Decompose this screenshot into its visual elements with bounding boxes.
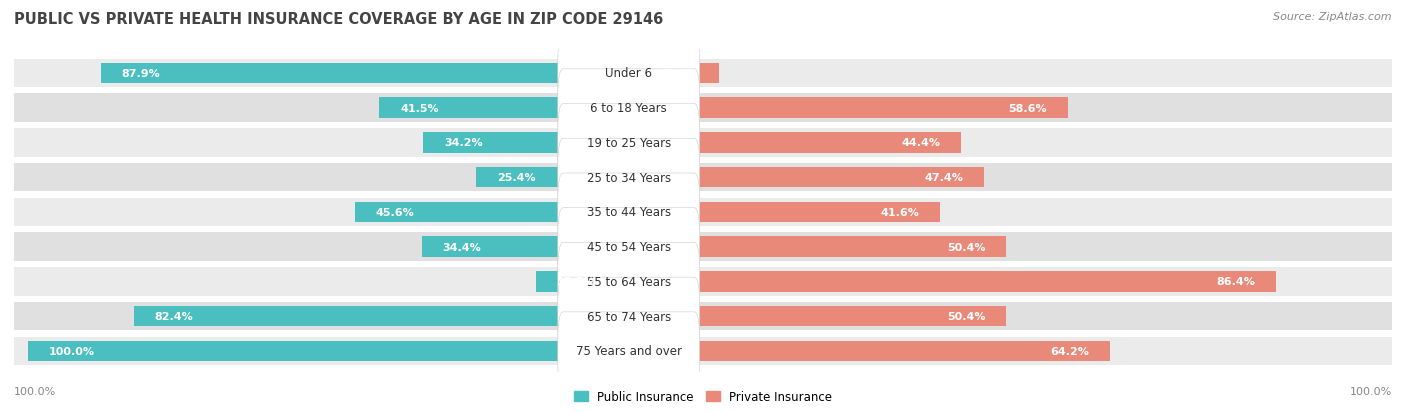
FancyBboxPatch shape	[558, 243, 700, 320]
FancyBboxPatch shape	[628, 168, 984, 188]
FancyBboxPatch shape	[477, 168, 628, 188]
FancyBboxPatch shape	[101, 64, 628, 84]
Text: 12.1%: 12.1%	[661, 69, 699, 79]
Text: 41.6%: 41.6%	[882, 207, 920, 217]
Text: 50.4%: 50.4%	[948, 242, 986, 252]
FancyBboxPatch shape	[354, 202, 628, 223]
FancyBboxPatch shape	[558, 104, 700, 182]
FancyBboxPatch shape	[628, 341, 1109, 361]
Text: 34.2%: 34.2%	[444, 138, 482, 148]
Legend: Public Insurance, Private Insurance: Public Insurance, Private Insurance	[569, 385, 837, 408]
FancyBboxPatch shape	[558, 35, 700, 113]
FancyBboxPatch shape	[628, 271, 1277, 292]
FancyBboxPatch shape	[536, 271, 628, 292]
FancyBboxPatch shape	[558, 173, 700, 251]
FancyBboxPatch shape	[558, 278, 700, 355]
FancyBboxPatch shape	[14, 94, 1392, 123]
Text: Source: ZipAtlas.com: Source: ZipAtlas.com	[1274, 12, 1392, 22]
FancyBboxPatch shape	[14, 164, 1392, 192]
FancyBboxPatch shape	[14, 59, 1392, 88]
Text: 75 Years and over: 75 Years and over	[575, 344, 682, 357]
Text: 58.6%: 58.6%	[1008, 104, 1047, 114]
FancyBboxPatch shape	[628, 202, 941, 223]
FancyBboxPatch shape	[423, 133, 628, 153]
FancyBboxPatch shape	[558, 70, 700, 147]
FancyBboxPatch shape	[14, 337, 1392, 365]
FancyBboxPatch shape	[14, 233, 1392, 261]
Text: 25 to 34 Years: 25 to 34 Years	[586, 171, 671, 184]
FancyBboxPatch shape	[628, 64, 720, 84]
FancyBboxPatch shape	[14, 198, 1392, 227]
FancyBboxPatch shape	[28, 341, 628, 361]
FancyBboxPatch shape	[14, 129, 1392, 157]
Text: Under 6: Under 6	[605, 67, 652, 80]
Text: 82.4%: 82.4%	[155, 311, 193, 321]
FancyBboxPatch shape	[558, 312, 700, 390]
FancyBboxPatch shape	[134, 306, 628, 327]
Text: 65 to 74 Years: 65 to 74 Years	[586, 310, 671, 323]
Text: 19 to 25 Years: 19 to 25 Years	[586, 137, 671, 150]
Text: 87.9%: 87.9%	[121, 69, 160, 79]
Text: 100.0%: 100.0%	[1350, 387, 1392, 396]
Text: 50.4%: 50.4%	[948, 311, 986, 321]
Text: 45.6%: 45.6%	[375, 207, 415, 217]
Text: 86.4%: 86.4%	[1216, 277, 1256, 287]
Text: 64.2%: 64.2%	[1050, 346, 1090, 356]
Text: 55 to 64 Years: 55 to 64 Years	[586, 275, 671, 288]
Text: 41.5%: 41.5%	[401, 104, 439, 114]
Text: 34.4%: 34.4%	[443, 242, 481, 252]
FancyBboxPatch shape	[422, 237, 628, 257]
FancyBboxPatch shape	[628, 306, 1007, 327]
Text: 100.0%: 100.0%	[48, 346, 94, 356]
Text: 6 to 18 Years: 6 to 18 Years	[591, 102, 666, 115]
Text: 15.5%: 15.5%	[557, 277, 595, 287]
Text: 25.4%: 25.4%	[496, 173, 536, 183]
FancyBboxPatch shape	[628, 237, 1007, 257]
Text: PUBLIC VS PRIVATE HEALTH INSURANCE COVERAGE BY AGE IN ZIP CODE 29146: PUBLIC VS PRIVATE HEALTH INSURANCE COVER…	[14, 12, 664, 27]
FancyBboxPatch shape	[558, 139, 700, 216]
FancyBboxPatch shape	[628, 98, 1069, 119]
FancyBboxPatch shape	[558, 208, 700, 286]
Text: 100.0%: 100.0%	[14, 387, 56, 396]
FancyBboxPatch shape	[380, 98, 628, 119]
Text: 47.4%: 47.4%	[924, 173, 963, 183]
FancyBboxPatch shape	[14, 268, 1392, 296]
Text: 44.4%: 44.4%	[901, 138, 941, 148]
FancyBboxPatch shape	[628, 133, 962, 153]
FancyBboxPatch shape	[14, 302, 1392, 330]
Text: 35 to 44 Years: 35 to 44 Years	[586, 206, 671, 219]
Text: 45 to 54 Years: 45 to 54 Years	[586, 240, 671, 254]
